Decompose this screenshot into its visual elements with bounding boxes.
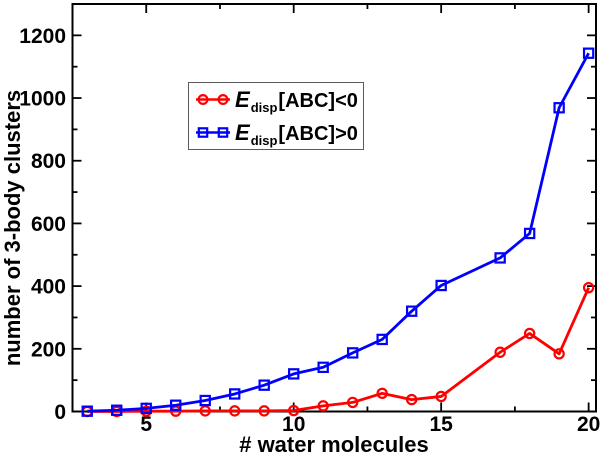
data-point-marker-disp-positive [523,227,536,240]
legend-label-condition: [ABC]<0 [278,89,358,112]
x-axis-tick-label: 5 [140,413,152,436]
data-point-marker-disp-negative [376,387,388,400]
legend: Edisp[ABC]<0 Edisp[ABC]>0 [188,82,364,150]
data-point-marker-disp-negative [435,390,447,403]
data-point-marker-disp-negative [405,393,418,406]
plot-frame [71,3,597,413]
data-point-marker-disp-positive [258,379,270,391]
legend-label-subscript: disp [250,132,278,148]
x-axis-title: # water molecules [239,432,429,456]
legend-label: Edisp[ABC]>0 [235,119,358,147]
data-point-marker-disp-positive [553,102,565,114]
data-point-marker-disp-negative [258,405,270,417]
legend-item-disp-negative: Edisp[ABC]<0 [195,86,363,114]
y-axis-tick-label: 0 [54,401,66,424]
y-axis-tick-label: 1200 [19,25,66,48]
y-axis-tick-label: 1000 [19,88,66,111]
data-point-marker-disp-positive [287,368,300,380]
data-point-marker-disp-negative [199,405,211,417]
legend-item-disp-positive: Edisp[ABC]>0 [195,119,363,147]
legend-square-marker-icon [196,127,230,138]
data-point-marker-disp-positive [81,405,93,417]
data-point-marker-disp-positive [435,279,447,292]
legend-label-subscript: disp [250,99,278,115]
x-axis-tick-label: 15 [429,413,453,436]
legend-label-condition: [ABC]>0 [278,122,358,145]
data-point-marker-disp-positive [317,361,329,374]
data-point-marker-disp-positive [229,388,241,400]
x-axis-tick-label: 20 [577,413,600,436]
legend-label-symbol: E [235,119,250,145]
data-point-marker-disp-positive [582,47,595,59]
data-point-marker-disp-positive [346,347,359,359]
legend-label-symbol: E [235,86,250,112]
y-axis-tick-label: 800 [31,150,66,173]
data-point-marker-disp-negative [494,346,506,358]
data-point-marker-disp-negative [287,404,300,417]
data-point-marker-disp-positive [170,399,182,411]
legend-label: Edisp[ABC]<0 [235,86,358,114]
x-axis-tick-label: 10 [282,413,305,436]
data-point-marker-disp-negative [317,400,329,412]
series-line-disp-negative [87,287,590,413]
legend-circle-marker-icon [196,93,230,106]
data-point-marker-disp-positive [140,402,152,415]
data-point-marker-disp-positive [376,333,388,346]
y-axis-tick-label: 600 [31,213,66,236]
y-axis-tick-label: 400 [31,276,66,299]
series-line-disp-positive [87,52,590,413]
data-point-marker-disp-negative [229,405,241,417]
data-point-marker-disp-positive [405,305,418,317]
data-point-marker-disp-negative [523,327,536,340]
data-point-marker-disp-negative [346,396,359,409]
y-axis-tick-label: 200 [31,338,66,361]
y-axis-title: number of 3-body clusters [0,89,25,367]
data-point-marker-disp-negative [553,348,565,360]
data-point-marker-disp-positive [199,394,211,407]
data-point-marker-disp-positive [111,404,123,416]
data-point-marker-disp-positive [494,252,506,264]
data-point-marker-disp-negative [582,281,595,294]
